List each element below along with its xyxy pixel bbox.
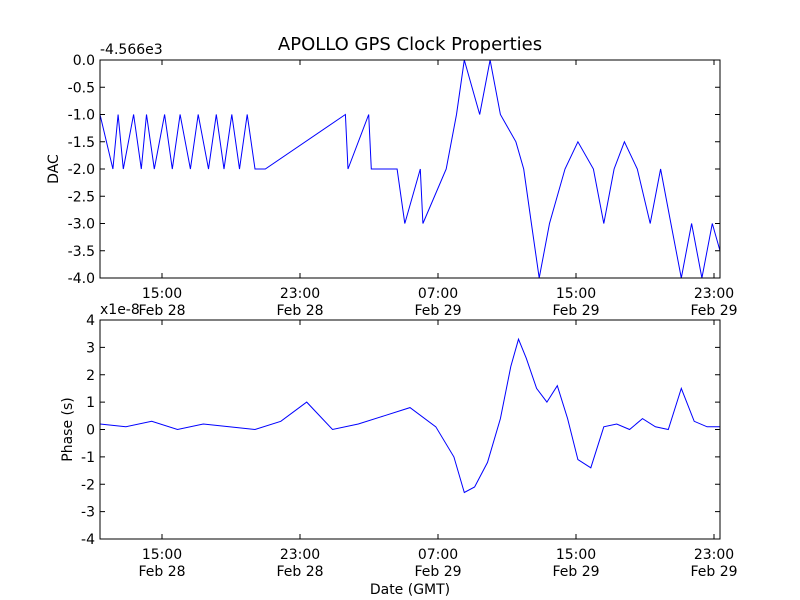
x-tick-time-label: 23:00 bbox=[694, 286, 734, 302]
y-offset-label: x1e-8 bbox=[100, 302, 140, 318]
y-tick-label: 0.0 bbox=[73, 53, 95, 69]
y-tick-label: -1 bbox=[81, 450, 95, 466]
x-tick-time-label: 23:00 bbox=[280, 286, 320, 302]
x-tick-date-label: Feb 28 bbox=[276, 303, 323, 319]
x-tick-time-label: 07:00 bbox=[418, 547, 458, 563]
y-tick-label: -2 bbox=[81, 477, 95, 493]
y-tick-label: -3.5 bbox=[68, 244, 95, 260]
x-axis-label: Date (GMT) bbox=[370, 582, 450, 598]
x-tick-date-label: Feb 29 bbox=[552, 303, 599, 319]
x-tick-date-label: Feb 29 bbox=[690, 564, 737, 580]
y-offset-label: -4.566e3 bbox=[100, 42, 163, 58]
y-tick-label: 1 bbox=[86, 395, 95, 411]
y-tick-label: -4.0 bbox=[68, 271, 95, 287]
y-tick-label: 4 bbox=[86, 313, 95, 329]
x-tick-time-label: 15:00 bbox=[556, 547, 596, 563]
chart-title: APOLLO GPS Clock Properties bbox=[278, 34, 542, 55]
y-axis-label: DAC bbox=[46, 154, 62, 184]
x-tick-date-label: Feb 28 bbox=[138, 564, 185, 580]
y-tick-label: -1.5 bbox=[68, 135, 95, 151]
y-tick-label: -2.5 bbox=[68, 189, 95, 205]
x-tick-time-label: 15:00 bbox=[142, 286, 182, 302]
y-axis-label: Phase (s) bbox=[60, 397, 76, 461]
y-tick-label: 3 bbox=[86, 340, 95, 356]
series-line bbox=[99, 337, 720, 494]
y-tick-label: -3.0 bbox=[68, 217, 95, 233]
y-tick-label: 0 bbox=[86, 423, 95, 439]
y-tick-label: -0.5 bbox=[68, 80, 95, 96]
x-tick-date-label: Feb 28 bbox=[138, 303, 185, 319]
y-tick-label: -2.0 bbox=[68, 162, 95, 178]
x-tick-date-label: Feb 28 bbox=[276, 564, 323, 580]
x-tick-date-label: Feb 29 bbox=[690, 303, 737, 319]
y-tick-label: 2 bbox=[86, 368, 95, 384]
y-tick-label: -1.0 bbox=[68, 108, 95, 124]
dac-panel: 0.0 -0.5 -1.0 -1.5 -2.0 -2.5 -3.0 -3.5 -4.0 15:00… bbox=[46, 42, 738, 319]
x-tick-time-label: 07:00 bbox=[418, 286, 458, 302]
x-tick-time-label: 23:00 bbox=[694, 547, 734, 563]
x-tick-time-label: 23:00 bbox=[280, 547, 320, 563]
x-tick-date-label: Feb 29 bbox=[414, 564, 461, 580]
x-tick-date-label: Feb 29 bbox=[552, 564, 599, 580]
x-tick-time-label: 15:00 bbox=[142, 547, 182, 563]
x-tick-time-label: 15:00 bbox=[556, 286, 596, 302]
series-line bbox=[99, 59, 721, 279]
y-tick-label: -3 bbox=[81, 505, 95, 521]
y-tick-label: -4 bbox=[81, 532, 95, 548]
x-tick-date-label: Feb 29 bbox=[414, 303, 461, 319]
